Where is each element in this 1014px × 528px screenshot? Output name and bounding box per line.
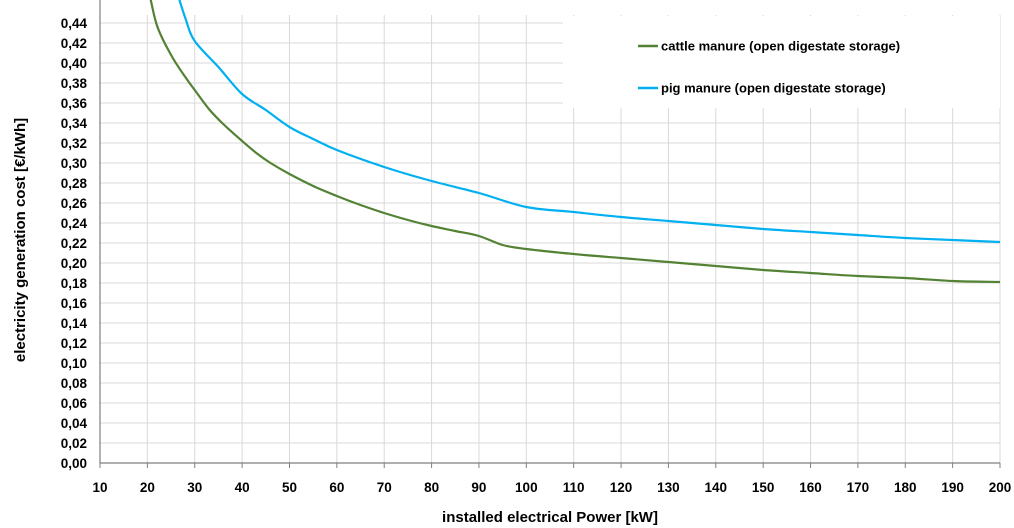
y-tick-label: 0,32 [61,136,87,151]
x-tick-label: 110 [563,480,585,495]
x-tick-labels: 10 20 30 40 50 60 70 80 90 100 110 120 130 140 150 160 1… [92,480,1011,495]
x-tick-label: 90 [471,480,486,495]
x-tick-label: 140 [705,480,728,495]
y-tick-label: 0,36 [61,96,88,111]
series-line-0 [149,0,1000,284]
y-tick-label: 0,06 [61,396,88,411]
y-tick-label: 0,44 [61,16,88,31]
y-tick-label: 0,40 [61,56,87,71]
legend-label-1: pig manure (open digestate storage) [661,81,886,96]
x-tick-label: 30 [187,480,202,495]
x-tick-label: 60 [329,480,344,495]
y-tick-label: 0,22 [61,236,87,251]
y-tick-label: 0,12 [61,336,87,351]
y-tick-label: 0,10 [61,356,87,371]
x-tick-label: 70 [377,480,392,495]
axes [99,0,1001,468]
x-tick-label: 20 [140,480,155,495]
y-tick-label: 0,18 [61,276,88,291]
y-tick-label: 0,02 [61,436,87,451]
legend: cattle manure (open digestate storage) pi… [563,16,1000,108]
x-tick-label: 170 [847,480,870,495]
gridlines [100,15,1001,463]
legend-label-0: cattle manure (open digestate storage) [661,39,900,54]
x-tick-label: 160 [799,480,822,495]
y-tick-label: 0,14 [61,316,88,331]
y-tick-label: 0,20 [61,256,87,271]
x-tick-label: 10 [92,480,107,495]
y-tick-label: 0,38 [61,76,88,91]
y-tick-label: 0,42 [61,36,87,51]
series-line-1 [178,0,1000,244]
x-tick-label: 120 [610,480,633,495]
y-tick-label: 0,00 [61,456,87,471]
y-tick-label: 0,26 [61,196,88,211]
x-tick-label: 180 [894,480,917,495]
y-tick-label: 0,28 [61,176,88,191]
x-tick-label: 40 [235,480,250,495]
y-tick-label: 0,24 [61,216,88,231]
y-axis-label: electricity generation cost [€/kWh] [12,118,29,362]
y-tick-label: 0,30 [61,156,87,171]
x-tick-label: 190 [941,480,964,495]
x-axis-label: installed electrical Power [kW] [442,509,658,526]
y-tick-label: 0,08 [61,376,88,391]
y-tick-label: 0,16 [61,296,88,311]
x-tick-label: 150 [752,480,775,495]
x-tick-label: 100 [515,480,538,495]
y-tick-label: 0,04 [61,416,88,431]
legend-box [563,16,1000,108]
x-tick-label: 130 [657,480,680,495]
y-tick-label: 0,34 [61,116,88,131]
y-tick-labels: 0,00 0,02 0,04 0,06 0,08 0,10 0,12 0,14 0,16 0,18… [61,16,88,471]
x-tick-label: 200 [989,480,1012,495]
x-tick-label: 50 [282,480,297,495]
x-tick-label: 80 [424,480,439,495]
series-layer [149,0,1000,284]
